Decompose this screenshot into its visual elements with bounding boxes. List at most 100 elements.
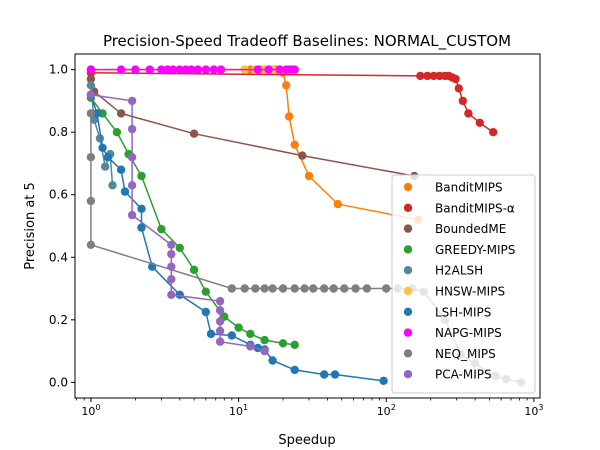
data-point bbox=[86, 81, 96, 90]
plot-series bbox=[86, 65, 526, 387]
data-point bbox=[260, 335, 269, 345]
data-point bbox=[187, 65, 196, 74]
y-tick-label: 0.8 bbox=[49, 125, 68, 139]
data-point bbox=[145, 65, 154, 74]
legend-marker bbox=[403, 245, 413, 254]
data-point bbox=[298, 151, 307, 160]
data-point bbox=[112, 128, 122, 137]
data-point bbox=[101, 162, 110, 171]
plot-frame bbox=[74, 53, 541, 399]
y-tick-label: 0.4 bbox=[49, 250, 68, 264]
data-point bbox=[193, 65, 203, 74]
data-point bbox=[351, 284, 360, 293]
legend-label: H2ALSH bbox=[435, 264, 483, 278]
data-point bbox=[116, 109, 126, 118]
data-point bbox=[98, 143, 107, 152]
data-point bbox=[116, 65, 126, 74]
legend-marker bbox=[403, 349, 413, 358]
data-point bbox=[333, 199, 342, 209]
data-point bbox=[86, 196, 96, 206]
data-point bbox=[246, 329, 255, 339]
data-point bbox=[86, 240, 96, 249]
data-point bbox=[201, 287, 210, 296]
data-point bbox=[167, 240, 176, 249]
data-point bbox=[86, 90, 96, 99]
data-point bbox=[209, 65, 219, 74]
data-point bbox=[329, 284, 338, 293]
data-point bbox=[464, 109, 473, 118]
data-point bbox=[215, 337, 225, 346]
legend-marker bbox=[403, 286, 413, 296]
legend-label: GREEDY-MIPS bbox=[435, 243, 515, 257]
series-7 bbox=[86, 65, 299, 74]
data-point bbox=[167, 249, 176, 259]
legend-marker bbox=[403, 328, 413, 337]
data-point bbox=[201, 307, 210, 317]
data-point bbox=[240, 284, 249, 293]
data-point bbox=[290, 340, 299, 349]
data-point bbox=[382, 284, 391, 293]
data-point bbox=[475, 118, 484, 128]
data-point bbox=[290, 365, 299, 375]
data-point bbox=[189, 265, 199, 274]
data-point bbox=[253, 65, 262, 74]
data-point bbox=[215, 317, 225, 326]
series-6 bbox=[86, 90, 388, 385]
data-point bbox=[116, 165, 126, 174]
data-point bbox=[167, 262, 176, 271]
data-point bbox=[278, 339, 288, 348]
data-point bbox=[429, 71, 438, 81]
y-axis-label: Precision at 5 bbox=[23, 182, 38, 270]
data-point bbox=[168, 65, 178, 74]
x-axis: 100 101 102 103 bbox=[76, 398, 543, 418]
data-point bbox=[127, 181, 137, 190]
data-point bbox=[127, 153, 137, 162]
legend: BanditMIPS BanditMIPS-α BoundedME GREEDY-MI… bbox=[391, 174, 536, 394]
data-point bbox=[120, 187, 130, 196]
data-point bbox=[131, 65, 140, 74]
legend-label: BanditMIPS bbox=[435, 181, 503, 195]
data-point bbox=[89, 115, 99, 124]
y-tick-label: 0.6 bbox=[49, 188, 68, 202]
data-point bbox=[260, 284, 269, 293]
data-point bbox=[215, 296, 225, 306]
data-point bbox=[103, 153, 113, 162]
data-point bbox=[86, 109, 96, 118]
legend-label: NEQ_MIPS bbox=[435, 347, 496, 361]
series-9 bbox=[86, 90, 269, 356]
data-point bbox=[175, 243, 184, 253]
chart-title: Precision-Speed Tradeoff Baselines: NORM… bbox=[103, 32, 511, 51]
x-axis-label: Speedup bbox=[278, 433, 335, 448]
legend-label: PCA-MIPS bbox=[435, 368, 492, 382]
data-point bbox=[278, 284, 288, 293]
data-point bbox=[246, 342, 255, 351]
data-point bbox=[300, 284, 309, 293]
data-point bbox=[268, 356, 277, 365]
data-point bbox=[167, 275, 176, 284]
data-point bbox=[215, 326, 225, 335]
data-point bbox=[189, 129, 199, 138]
data-point bbox=[157, 65, 166, 74]
data-point bbox=[290, 140, 299, 149]
legend-label: BanditMIPS-α bbox=[435, 201, 515, 215]
data-point bbox=[175, 65, 184, 74]
x-tick-label: 103 bbox=[524, 403, 543, 418]
data-point bbox=[284, 112, 294, 121]
legend-label: NAPG-MIPS bbox=[435, 326, 502, 340]
legend-marker bbox=[403, 182, 413, 192]
y-tick-label: 0.0 bbox=[49, 375, 68, 389]
data-point bbox=[234, 323, 243, 332]
legend-marker bbox=[403, 307, 413, 316]
y-axis: 0.0 0.2 0.4 0.6 0.8 1.0 bbox=[49, 63, 75, 389]
data-point bbox=[137, 204, 146, 213]
data-point bbox=[108, 181, 117, 190]
legend-marker bbox=[403, 203, 413, 212]
y-tick-label: 1.0 bbox=[49, 63, 68, 77]
data-point bbox=[320, 284, 329, 293]
legend-box bbox=[391, 174, 536, 394]
data-point bbox=[260, 346, 269, 356]
data-point bbox=[423, 71, 432, 81]
data-point bbox=[454, 84, 463, 93]
x-tick-label: 101 bbox=[229, 403, 248, 418]
